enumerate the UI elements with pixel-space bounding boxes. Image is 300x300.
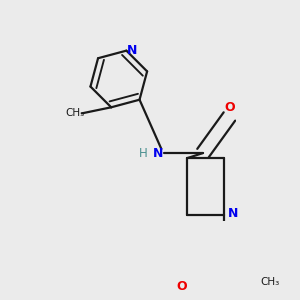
Text: N: N <box>153 146 164 160</box>
Text: CH₃: CH₃ <box>260 277 279 287</box>
Text: O: O <box>176 280 187 293</box>
Text: N: N <box>127 44 138 57</box>
Text: H: H <box>139 146 148 160</box>
Text: O: O <box>224 101 235 114</box>
Text: CH₃: CH₃ <box>65 108 84 118</box>
Text: N: N <box>228 207 238 220</box>
